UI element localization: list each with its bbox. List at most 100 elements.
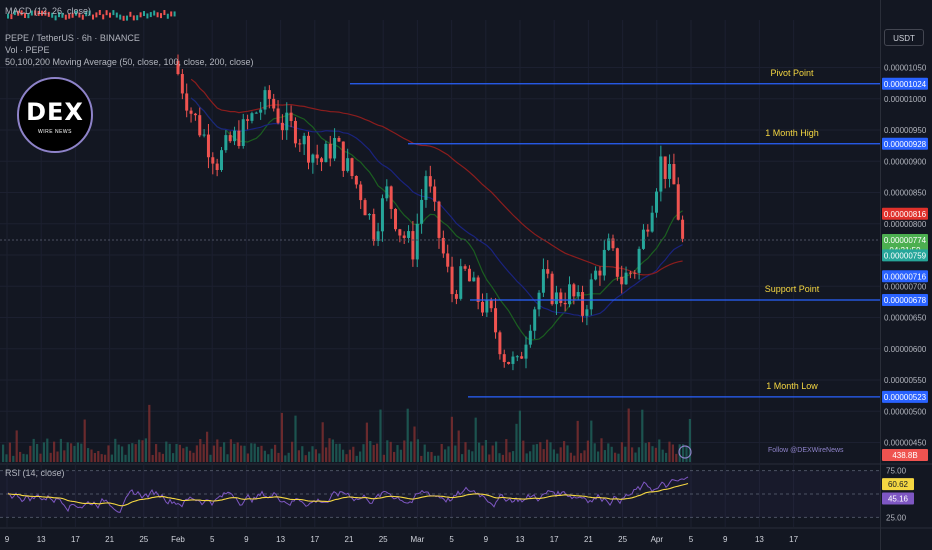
candle-body (220, 150, 223, 170)
candle-body (472, 277, 476, 282)
volume-bar (53, 441, 56, 462)
y-axis-tick-label: 0.00000950 (884, 126, 927, 135)
volume-bar (63, 450, 66, 462)
rsi-value-marker (882, 492, 914, 505)
x-axis-tick-label: 5 (449, 535, 454, 544)
candle-body (302, 135, 306, 145)
rsi-value-label: 45.16 (888, 495, 909, 504)
volume-bar (25, 454, 28, 462)
volume-bar (603, 450, 606, 462)
candle-body (507, 362, 511, 364)
candle-body (367, 214, 371, 216)
volume-bar (39, 453, 42, 462)
volume-bar (461, 454, 464, 462)
volume-bar (274, 444, 277, 462)
rsi-pane: RSI (14, close) (0, 468, 880, 518)
candle-body (676, 184, 680, 220)
volume-bar (586, 440, 589, 462)
candle-body (333, 137, 337, 159)
volume-bar (246, 453, 249, 462)
volume-bar (607, 443, 610, 462)
volume-bar (665, 452, 668, 462)
volume-bar (304, 455, 307, 462)
level-price-marker (882, 77, 928, 90)
volume-bar (15, 430, 18, 462)
candle-body (250, 113, 254, 121)
volume-bar (19, 451, 22, 462)
volume-bar (80, 443, 83, 462)
x-axis-tick-label: 17 (310, 535, 319, 544)
volume-bar (148, 404, 151, 462)
volume-bar (430, 452, 433, 462)
candle-body (54, 15, 57, 21)
candle-body (541, 269, 545, 293)
candle-body (129, 11, 132, 17)
candle-body (389, 186, 393, 209)
candle-body (363, 200, 367, 216)
y-axis-tick-label: 0.00000850 (884, 189, 927, 198)
volume-bar (406, 408, 409, 462)
candle-body (237, 130, 241, 146)
volume-bar (29, 445, 32, 462)
volume-bar (386, 440, 389, 462)
volume-bar (399, 449, 402, 462)
candle-body (476, 277, 480, 302)
candle-body (276, 108, 280, 123)
y-axis-tick-label: 0.00000600 (884, 345, 927, 354)
rsi-ma-line (7, 482, 689, 507)
candle-body (624, 272, 628, 285)
y-axis-tick-label: 0.00000650 (884, 314, 927, 323)
level-label: 1 Month Low (766, 381, 818, 391)
candle-body (289, 112, 293, 121)
volume-bar (260, 445, 263, 462)
candle-body (285, 112, 289, 131)
candle-body (494, 308, 498, 333)
volume-bar (277, 452, 280, 462)
logo-main-text: DEX (26, 98, 84, 126)
candle-body (628, 272, 632, 274)
volume-bar (291, 441, 294, 462)
volume-bar (556, 453, 559, 462)
candle-body (320, 158, 324, 163)
volume-bar (168, 443, 171, 462)
volume-bar (644, 443, 647, 462)
volume-bar (447, 446, 450, 462)
volume-bar (410, 441, 413, 462)
candle-body (598, 270, 602, 276)
candle-body (20, 10, 23, 16)
candle-body (263, 90, 267, 110)
candle-body (78, 12, 81, 18)
rsi-y-tick-label: 25.00 (886, 513, 907, 522)
currency-badge[interactable]: USDT (884, 29, 924, 46)
volume-bar (631, 447, 634, 462)
volume-bar (338, 443, 341, 462)
candle-body (34, 10, 37, 16)
volume-bar (454, 445, 457, 462)
candle-body (102, 14, 105, 20)
candle-body (328, 143, 332, 159)
candle-body (246, 119, 250, 121)
volume-bar (637, 447, 640, 462)
volume-bar (172, 453, 175, 462)
candle-body (637, 248, 641, 273)
volume-bar (376, 443, 379, 462)
candle-body (109, 12, 111, 18)
macd-label: MACD (12, 26, close) (5, 6, 92, 16)
candle-body (166, 13, 169, 19)
volume-indicator-label: Vol · PEPE (5, 45, 50, 55)
volume-bar (178, 444, 181, 462)
volume-bar (175, 443, 178, 462)
volume-bar (250, 443, 253, 462)
candle-body (533, 309, 537, 331)
volume-bar (5, 454, 8, 462)
y-axis-tick-label: 0.00000900 (884, 157, 927, 166)
level-price-label: 0.00000523 (884, 393, 927, 402)
candle-body (585, 309, 589, 316)
volume-bar (141, 440, 144, 462)
x-axis-tick-label: 5 (689, 535, 694, 544)
x-axis-tick-label: 13 (516, 535, 525, 544)
candle-body (341, 141, 345, 171)
volume-bar (569, 452, 572, 462)
x-axis-tick-label: 9 (484, 535, 489, 544)
